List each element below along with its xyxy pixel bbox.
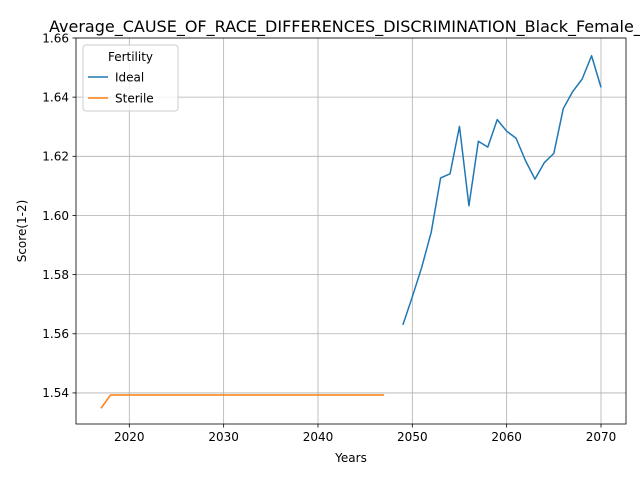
series-lines	[100, 55, 602, 409]
x-tick-label: 2050	[397, 430, 428, 444]
x-tick-label: 2060	[491, 430, 522, 444]
legend: Fertility Ideal Sterile	[82, 44, 179, 112]
x-axis-label: Years	[334, 451, 367, 465]
y-axis-label: Score(1-2)	[15, 200, 29, 263]
x-tick-label: 2040	[303, 430, 334, 444]
series-line-ideal	[402, 55, 602, 326]
legend-box	[82, 44, 179, 112]
x-tick-label: 2020	[114, 430, 145, 444]
x-tick-label: 2030	[208, 430, 239, 444]
y-tick-label: 1.66	[42, 31, 69, 45]
series-line-sterile	[100, 394, 385, 409]
y-tick-label: 1.62	[42, 150, 69, 164]
grid	[76, 37, 626, 424]
legend-items: Ideal Sterile	[88, 70, 154, 105]
x-tick-label: 2070	[586, 430, 617, 444]
y-tick-label: 1.60	[42, 209, 69, 223]
y-tick-label: 1.64	[42, 90, 69, 104]
ticks: 2020 2030 2040 2050 2060 2070 1.54 1.56 1.58 1.60…	[42, 31, 616, 444]
y-tick-label: 1.58	[42, 268, 69, 282]
y-tick-label: 1.54	[42, 386, 69, 400]
legend-title: Fertility	[108, 50, 153, 64]
y-tick-label: 1.56	[42, 327, 69, 341]
legend-label-ideal: Ideal	[115, 70, 144, 84]
legend-label-sterile: Sterile	[115, 91, 154, 105]
chart-title: Average_CAUSE_OF_RACE_DIFFERENCES_DISCRI…	[49, 17, 640, 37]
plot-frame	[75, 37, 627, 425]
